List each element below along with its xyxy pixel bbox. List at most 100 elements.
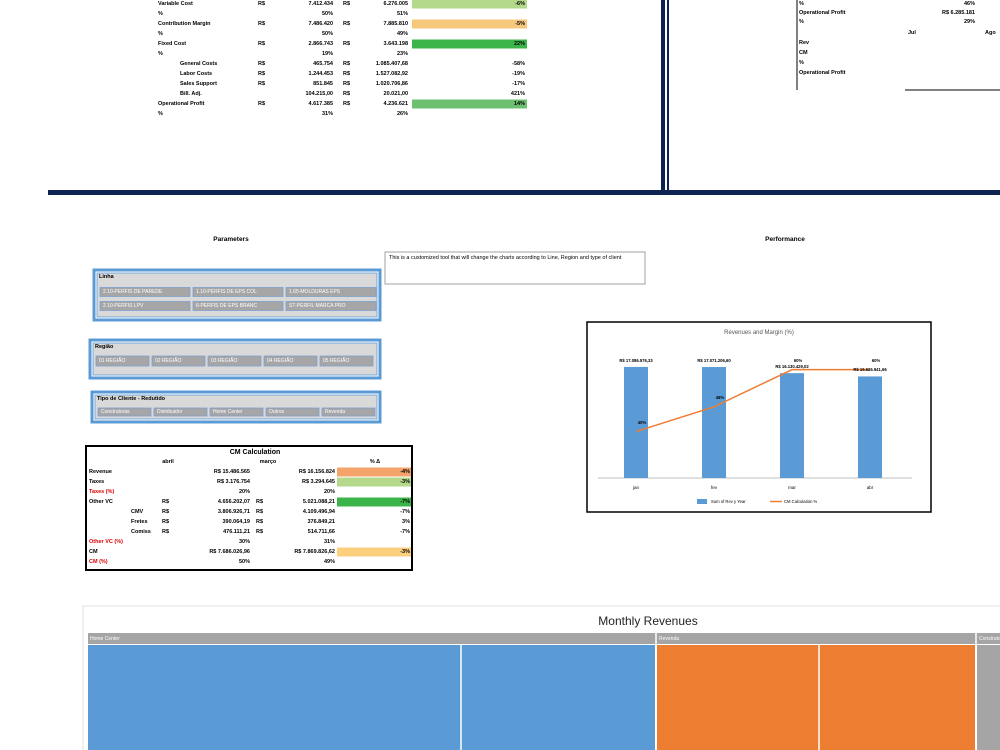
delta-bar (337, 467, 411, 477)
slicer-item[interactable]: 2.10-PERFIS DE PAREDE (103, 289, 163, 295)
currency: R$ (256, 499, 264, 505)
row-label: Revenue (89, 469, 112, 475)
currency: R$ (258, 71, 266, 77)
delta: -19% (512, 71, 525, 77)
month: Jul (908, 30, 916, 36)
row-label: Fretes (131, 519, 148, 525)
row-label: % (799, 19, 804, 25)
delta: -7% (400, 529, 410, 535)
data-label: R$ 17.086.576,33 (619, 357, 653, 363)
slicer-item[interactable]: 01 REGIÃO (99, 358, 126, 364)
slicer-title: Linha (99, 274, 114, 280)
row-label: Taxes (%) (89, 489, 115, 495)
table-title: CM Calculation (229, 448, 281, 456)
row-label: Other VC (89, 499, 113, 505)
row-label: Variable Cost (158, 1, 193, 7)
currency: R$ (343, 81, 351, 87)
value: 26% (396, 111, 408, 117)
data-label: 48% (715, 394, 725, 400)
bar (780, 373, 804, 478)
slicer-item[interactable]: 2.10-PERFIS LPV (103, 303, 144, 309)
value: 7.486.420 (308, 21, 333, 27)
currency: R$ (256, 519, 264, 525)
delta: -6% (515, 1, 525, 7)
slicer-item[interactable]: 02 REGIÃO (155, 358, 182, 364)
row-label: CM (799, 50, 808, 56)
slicer-item[interactable]: Construtoras (101, 409, 130, 415)
slicer-item[interactable]: ST-PERFIL MARCA PRO (289, 303, 346, 309)
currency: R$ (162, 499, 170, 505)
slicer-item[interactable]: 6-PERFIS DE EPS BRANC (196, 303, 258, 309)
legend-swatch (697, 499, 707, 504)
slicer-button (99, 287, 191, 297)
value: 4.109.496,94 (302, 509, 335, 515)
currency: R$ (343, 61, 351, 67)
divider (48, 190, 1000, 195)
value: R$ 3.176.754 (216, 479, 250, 485)
row-label: Operational Profit (158, 101, 205, 107)
value: 20.021,00 (383, 91, 408, 97)
currency: R$ (343, 91, 351, 97)
value: R$ 7.869.826,62 (294, 549, 335, 555)
slicer-item[interactable]: Distribuidor (157, 409, 183, 415)
row-label: % (799, 1, 804, 7)
slicer-item[interactable]: 03 REGIÃO (211, 358, 238, 364)
treemap-block (88, 645, 655, 750)
slicer-button (319, 355, 374, 367)
currency: R$ (258, 41, 266, 47)
slicer-button (285, 287, 377, 297)
treemap-header (88, 633, 1000, 644)
value: 376.849,21 (307, 519, 335, 525)
value: 3.806.926,71 (217, 509, 250, 515)
currency: R$ (162, 519, 170, 525)
currency: R$ (343, 101, 351, 107)
slicer-item[interactable]: Outros (269, 409, 285, 415)
slicer-item[interactable]: Revenda (325, 409, 346, 415)
currency: R$ (258, 21, 266, 27)
value: R$ 6.285.181 (941, 10, 975, 16)
slicer-button (192, 287, 284, 297)
section-title: Performance (765, 235, 805, 243)
currency: R$ (258, 101, 266, 107)
row-label: % (158, 11, 163, 17)
slicer-item[interactable]: 1.65-MOLDURAS EPS (289, 289, 341, 295)
bar (858, 376, 882, 478)
slicer-button (207, 355, 262, 367)
value: 1.527.082,92 (375, 71, 408, 77)
row-label: % (158, 111, 163, 117)
row-label: CMV (131, 509, 144, 515)
slicer-button (153, 407, 208, 417)
delta: -3% (400, 549, 410, 555)
value: 476.111,21 (223, 529, 250, 535)
delta: -4% (400, 469, 410, 475)
row-label: Comiss (131, 529, 151, 535)
slicer-item[interactable]: 05 REGIÃO (323, 358, 350, 364)
value: R$ 7.686.026,96 (209, 549, 250, 555)
slicer-item[interactable]: Home Center (213, 409, 243, 415)
section-title: Parameters (213, 235, 249, 243)
value: 49% (323, 559, 335, 565)
delta: 3% (402, 519, 410, 525)
slicer-item[interactable]: 04 REGIÃO (267, 358, 294, 364)
slicer-button (285, 301, 377, 311)
value: R$ 3.294.645 (301, 479, 335, 485)
row-label: Sales Support (180, 81, 217, 87)
slicer-item[interactable]: 1.10-PERFIS DE EPS COL (196, 289, 257, 295)
slicer-button (97, 407, 152, 417)
legend-label: Sum of Rev y Year (711, 499, 746, 504)
value: 20% (323, 489, 335, 495)
currency: R$ (256, 529, 264, 535)
data-label: R$ 15.626.941,66 (853, 367, 887, 373)
delta: -5% (515, 21, 525, 27)
currency: R$ (256, 509, 264, 515)
legend-label: CM Calculation % (784, 499, 818, 504)
value: 31% (323, 539, 335, 545)
value: 851.845 (313, 81, 333, 87)
row-label: Labor Costs (180, 71, 213, 77)
value: 3.643.198 (383, 41, 408, 47)
data-label: 60% (871, 357, 881, 363)
delta: -7% (400, 499, 410, 505)
value: 30% (238, 539, 250, 545)
currency: R$ (162, 529, 170, 535)
